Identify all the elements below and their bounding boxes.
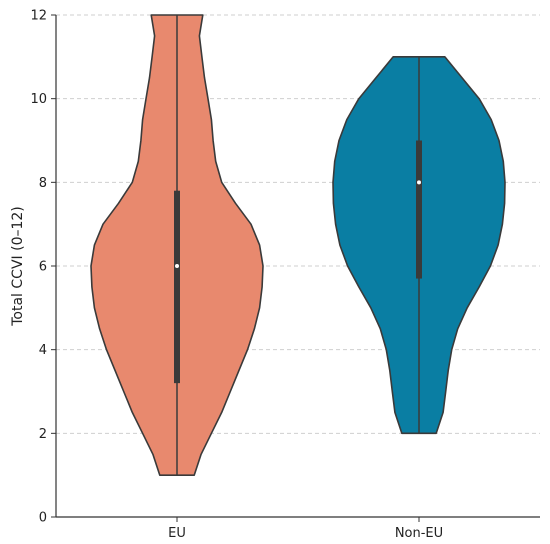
x-tick-label: Non-EU [395, 526, 443, 541]
violin-median-marker [417, 180, 421, 185]
y-tick-label: 2 [39, 427, 47, 442]
y-tick-label: 8 [39, 176, 47, 191]
violin-iqr-box [416, 140, 422, 279]
y-tick-label: 4 [39, 343, 47, 358]
y-tick-label: 10 [30, 92, 47, 107]
violins [90, 14, 506, 476]
y-axis-title: Total CCVI (0–12) [10, 206, 26, 327]
y-tick-label: 12 [30, 9, 47, 24]
violin-iqr-box [174, 190, 180, 384]
violin-median-marker [175, 264, 179, 268]
y-tick-label: 0 [39, 511, 47, 526]
axes: 0 2 4 6 8 10 12 EU Non-EU [30, 9, 540, 541]
x-tick-label: EU [168, 526, 186, 541]
y-tick-label: 6 [39, 260, 47, 275]
